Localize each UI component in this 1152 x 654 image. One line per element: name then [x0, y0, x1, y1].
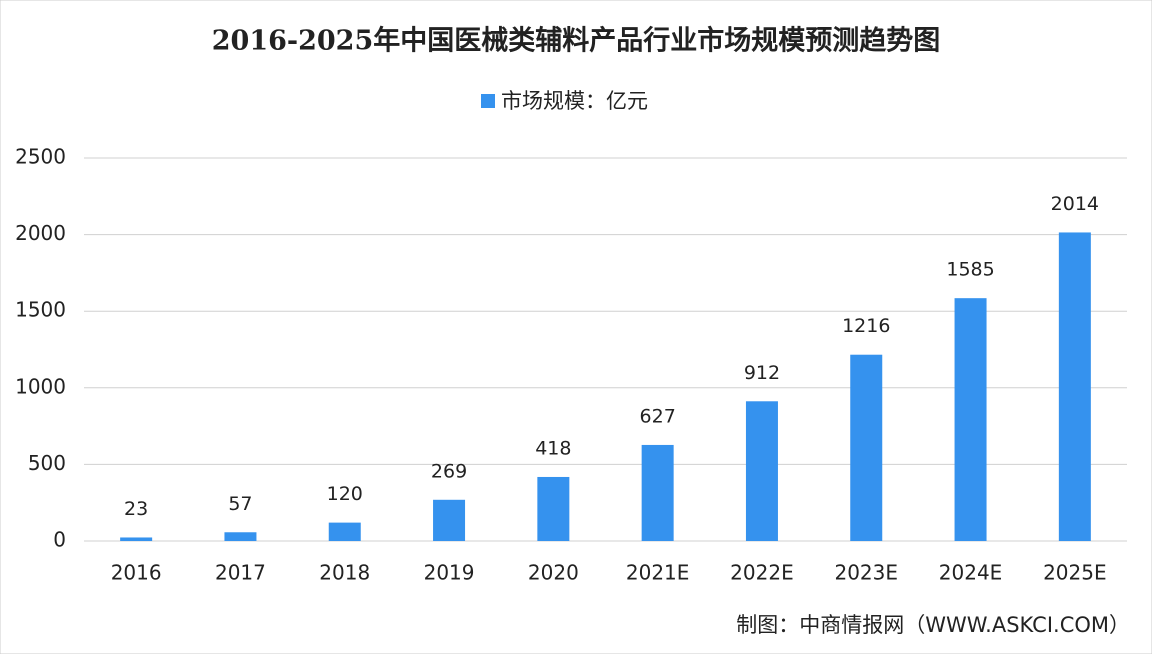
x-tick-label: 2019	[424, 561, 475, 585]
data-label: 120	[327, 483, 363, 505]
chart-title: 2016-2025年中国医械类辅料产品行业市场规模预测趋势图	[212, 25, 941, 57]
x-tick-label: 2016	[111, 561, 162, 585]
x-tick-label: 2018	[319, 561, 370, 585]
y-tick-label: 2500	[15, 145, 66, 169]
y-tick-label: 500	[28, 451, 66, 475]
legend-swatch	[481, 94, 495, 108]
data-label: 627	[640, 405, 676, 427]
data-label: 912	[744, 362, 780, 384]
bar	[641, 444, 674, 541]
x-tick-label: 2023E	[834, 561, 898, 585]
data-label: 418	[535, 437, 571, 459]
x-tick-label: 2022E	[730, 561, 794, 585]
bar	[850, 354, 883, 541]
y-tick-label: 1000	[15, 374, 66, 398]
x-tick-label: 2024E	[939, 561, 1003, 585]
data-label: 57	[228, 493, 252, 515]
x-tick-label: 2020	[528, 561, 579, 585]
source-note: 制图：中商情报网（WWW.ASKCI.COM）	[736, 613, 1130, 637]
legend-label: 市场规模：亿元	[501, 89, 648, 113]
bar	[328, 522, 361, 541]
x-tick-label: 2025E	[1043, 561, 1107, 585]
data-label: 269	[431, 460, 467, 482]
bar	[433, 499, 466, 541]
y-tick-label: 0	[53, 528, 66, 552]
bar	[1058, 232, 1091, 541]
data-label: 1216	[842, 315, 890, 337]
y-tick-label: 1500	[15, 298, 66, 322]
x-tick-label: 2017	[215, 561, 266, 585]
y-tick-label: 2000	[15, 221, 66, 245]
bar	[745, 401, 778, 541]
data-label: 2014	[1051, 193, 1099, 215]
data-label: 23	[124, 498, 148, 520]
bar	[537, 476, 570, 541]
bar	[120, 537, 153, 541]
x-tick-label: 2021E	[626, 561, 690, 585]
data-label: 1585	[946, 259, 994, 281]
bar	[954, 298, 987, 541]
bar	[224, 532, 257, 541]
